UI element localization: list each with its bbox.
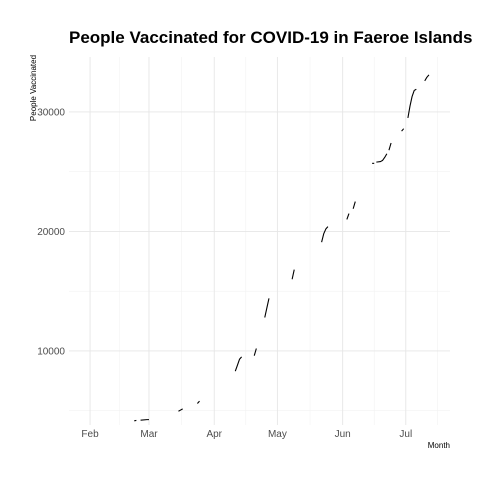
series-segment <box>234 356 243 372</box>
series-segment <box>424 74 430 82</box>
x-tick-label: Jun <box>335 429 351 440</box>
series-segment <box>264 298 270 318</box>
series-segment <box>352 201 356 209</box>
y-axis-ticks: 10000 20000 30000 <box>37 107 65 357</box>
x-tick-label: Jul <box>399 429 412 440</box>
y-tick-label: 20000 <box>37 227 65 238</box>
series-segment <box>291 269 295 280</box>
y-tick-label: 30000 <box>37 107 65 118</box>
vaccination-series <box>134 74 430 422</box>
x-tick-label: Apr <box>206 429 222 440</box>
chart-title: People Vaccinated for COVID-19 in Faeroe… <box>69 28 472 47</box>
series-segment <box>140 419 149 421</box>
series-segment <box>376 153 388 163</box>
x-axis-ticks: Feb Mar Apr May Jun Jul <box>81 429 412 440</box>
series-line <box>134 74 430 422</box>
grid-lines <box>69 57 450 425</box>
y-tick-label: 10000 <box>37 346 65 357</box>
x-axis-label: Month <box>428 441 450 450</box>
series-segment <box>346 213 350 220</box>
series-segment <box>178 408 183 412</box>
series-segment <box>196 400 200 404</box>
x-tick-label: Mar <box>140 429 158 440</box>
x-tick-label: Feb <box>81 429 99 440</box>
series-segment <box>388 142 392 151</box>
y-axis-label: People Vaccinated <box>29 55 38 121</box>
series-segment <box>321 226 329 243</box>
x-tick-label: May <box>268 429 287 440</box>
series-segment <box>401 128 405 132</box>
series-segment <box>253 348 257 356</box>
series-segment <box>407 88 417 119</box>
